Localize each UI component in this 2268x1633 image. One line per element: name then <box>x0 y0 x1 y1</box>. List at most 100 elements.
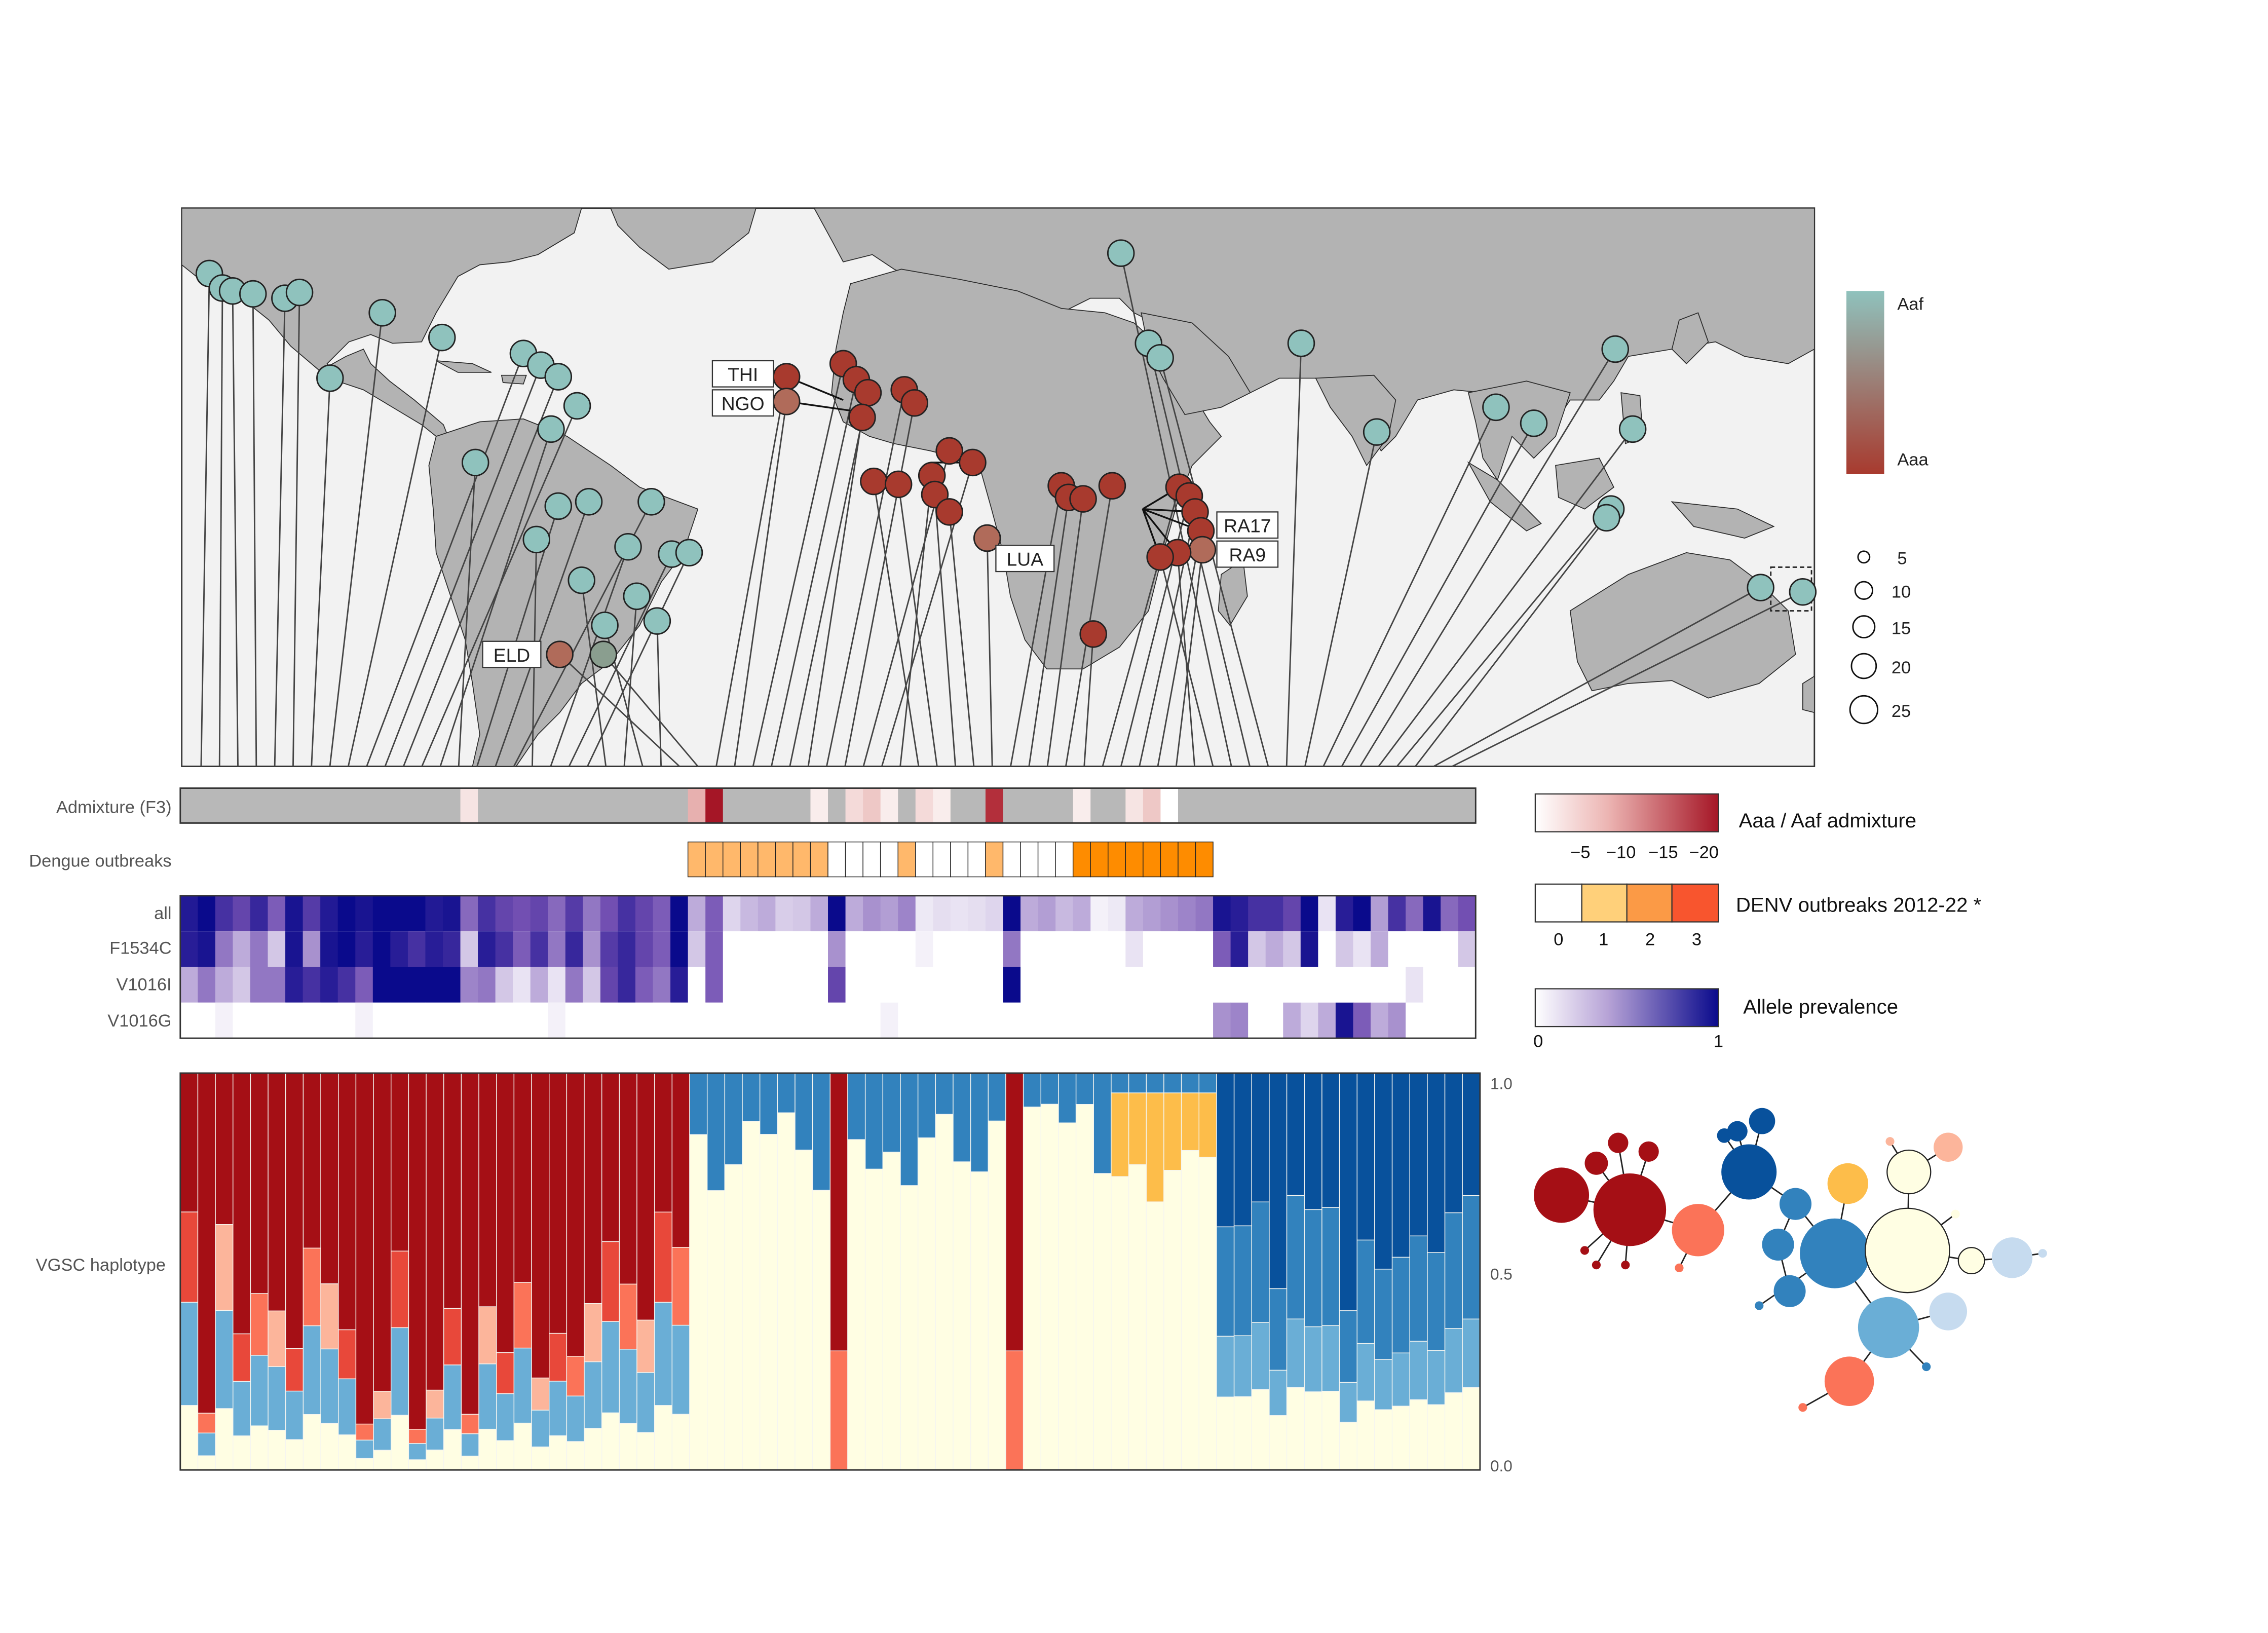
haplotype-bar-segment <box>988 1073 1006 1122</box>
haplotype-bar-segment <box>1444 1073 1463 1213</box>
haplotype-bar-segment <box>1374 1359 1393 1411</box>
haplotype-bar-segment <box>1058 1073 1077 1123</box>
haplotype-bar-segment <box>426 1073 444 1391</box>
admixture-cell <box>250 788 269 823</box>
admixture-cell <box>723 788 741 823</box>
connector-line <box>789 392 869 767</box>
allele-cell-v1016i <box>1020 967 1039 1003</box>
haplotype-bar-segment <box>461 1456 479 1470</box>
haplotype-bar-segment <box>250 1073 269 1294</box>
connector-line <box>734 401 787 767</box>
allele-cell-v1016i <box>670 967 689 1003</box>
haplotype-bar-segment <box>759 1134 778 1470</box>
connector-line <box>623 596 638 767</box>
allele-cell-all <box>390 895 408 932</box>
allele-legend: Allele prevalence 0 1 <box>1533 988 1898 1051</box>
connector-line <box>656 621 662 767</box>
allele-cell-v1016g <box>670 1002 689 1039</box>
haplotype-bar-segment <box>1023 1073 1042 1108</box>
callout-ra9-label: RA9 <box>1229 544 1266 565</box>
haplotype-bar-segment <box>1321 1325 1340 1392</box>
connector-line <box>200 273 210 767</box>
cuba-island <box>436 360 492 373</box>
dengue-cell <box>1125 841 1144 878</box>
allele-cell-f1534c <box>1406 931 1424 967</box>
connector-line <box>329 313 384 767</box>
dengue-cell <box>880 841 898 878</box>
connector-line <box>1286 343 1302 767</box>
haplotype-bar-segment <box>285 1073 304 1349</box>
allele-cell-v1016g <box>442 1002 461 1039</box>
allele-cell-v1016g <box>198 1002 216 1039</box>
allele-cell-f1534c <box>1318 931 1336 967</box>
allele-cell-f1534c <box>1370 931 1389 967</box>
allele-cell-f1534c <box>1125 931 1144 967</box>
denv-legend-tick-3: 3 <box>1692 930 1702 949</box>
haplotype-bar-segment <box>1216 1226 1235 1337</box>
allele-cell-f1534c <box>320 931 338 967</box>
allele-cell-v1016g <box>1178 1002 1196 1039</box>
allele-cell-all <box>250 895 269 932</box>
haplotype-bar-segment <box>373 1450 392 1470</box>
population-point <box>854 378 882 407</box>
haplotype-bar-segment <box>303 1414 321 1470</box>
allele-cell-v1016g <box>1458 1002 1477 1039</box>
allele-cell-f1534c <box>1265 931 1284 967</box>
haplotype-bar-segment <box>320 1423 339 1470</box>
population-point <box>1789 578 1817 606</box>
connector-line <box>986 538 993 767</box>
haplotype-bar-segment <box>461 1433 479 1457</box>
allele-cell-all <box>635 895 654 932</box>
haplotype-bar-segment <box>478 1428 497 1470</box>
population-point <box>1482 393 1510 422</box>
allele-cell-v1016i <box>180 967 199 1003</box>
allele-cell-v1016i <box>618 967 636 1003</box>
dengue-cell <box>827 841 846 878</box>
haplotype-bar-segment <box>513 1347 532 1424</box>
haplotype-bar-segment <box>1058 1122 1077 1470</box>
allele-row-label-v1016i: V1016I <box>116 975 171 994</box>
haplotype-bar-segment <box>1444 1212 1463 1329</box>
world-map-panel: THI NGO LUA ELD RA17 RA9 <box>181 207 1817 767</box>
admixture-cell <box>215 788 234 823</box>
population-point <box>316 364 344 392</box>
admixture-cell <box>600 788 619 823</box>
callout-lua: LUA <box>995 545 1055 573</box>
allele-cell-v1016i <box>898 967 916 1003</box>
haplotype-bar-segment <box>513 1282 532 1349</box>
allele-cell-v1016i <box>758 967 776 1003</box>
population-point <box>884 470 913 499</box>
haplotype-bar-segment <box>970 1073 989 1172</box>
allele-cell-v1016g <box>1406 1002 1424 1039</box>
haplotype-bar-segment <box>496 1393 515 1441</box>
population-point <box>848 403 876 432</box>
allele-cell-v1016g <box>740 1002 759 1039</box>
network-leaf-node <box>2038 1249 2047 1258</box>
allele-cell-f1534c <box>600 931 619 967</box>
haplotype-bar-segment <box>320 1073 339 1284</box>
sumatra-island <box>1467 461 1542 531</box>
haplotype-bar-segment <box>1374 1073 1393 1270</box>
network-node <box>1957 1247 1985 1275</box>
allele-cell-v1016i <box>390 967 408 1003</box>
connector-line <box>439 429 552 767</box>
haplotype-bar-segment <box>548 1333 568 1382</box>
allele-row-label-v1016g: V1016G <box>107 1011 171 1031</box>
allele-cell-v1016i <box>478 967 496 1003</box>
haplotype-bar-segment <box>268 1366 286 1431</box>
haplotype-bar-segment <box>1269 1073 1288 1289</box>
population-point <box>935 437 963 465</box>
haplotype-bar-segment <box>391 1250 409 1328</box>
haplotype-bar-segment <box>1286 1318 1305 1388</box>
haplotype-bar-segment <box>724 1164 743 1470</box>
allele-cell-v1016i <box>950 967 969 1003</box>
allele-cell-f1534c <box>442 931 461 967</box>
connector-line <box>1359 349 1616 767</box>
allele-cell-all <box>1090 895 1109 932</box>
callout-ngo-label: NGO <box>722 393 765 414</box>
allele-cell-all <box>653 895 671 932</box>
allele-cell-v1016i <box>863 967 881 1003</box>
haplotype-bar-segment <box>988 1120 1006 1470</box>
allele-cell-f1534c <box>1160 931 1179 967</box>
allele-cell-v1016i <box>372 967 391 1003</box>
